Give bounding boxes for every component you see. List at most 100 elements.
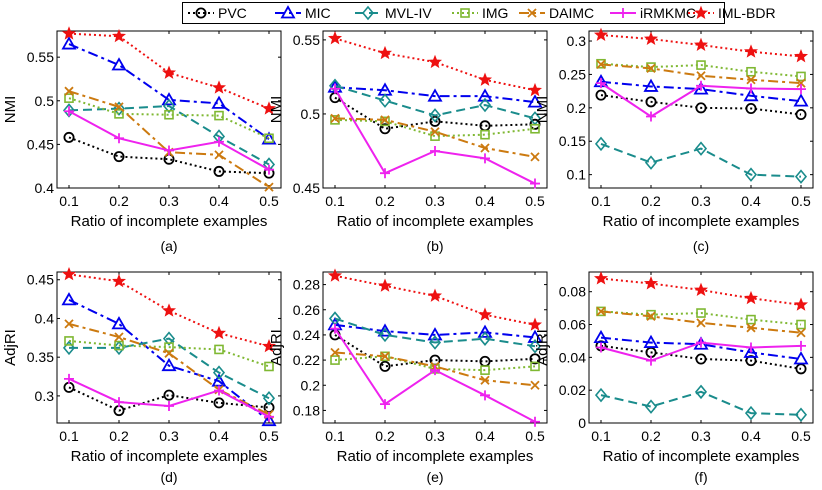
x-tick-label: 0.3 bbox=[691, 193, 711, 209]
data-point-irmkmc bbox=[430, 365, 440, 376]
data-point-iml-bdr bbox=[377, 278, 393, 292]
data-point-img bbox=[696, 60, 706, 70]
data-point-iml-bdr bbox=[527, 82, 543, 97]
data-point-img bbox=[64, 336, 74, 346]
x-tick-label: 0.4 bbox=[209, 193, 229, 209]
data-point-mic bbox=[643, 78, 659, 92]
legend-item-pvc: PVC bbox=[188, 5, 247, 21]
data-point-mic bbox=[643, 334, 659, 348]
series-mvl-iv bbox=[594, 136, 808, 184]
series-line-mic bbox=[334, 323, 536, 339]
series-line-img bbox=[600, 310, 802, 326]
data-point-img bbox=[164, 342, 174, 352]
chart-e: 0.18 0.2 0.22 0.24 0.26 0.28 0.1 0.2 0.3 0.4 0.5 Ra… bbox=[268, 268, 548, 485]
data-point-irmkmc bbox=[214, 136, 224, 147]
data-point-pvc bbox=[795, 109, 807, 121]
legend-marker-mvl-iv bbox=[361, 5, 375, 21]
y-tick-label: 0.5 bbox=[35, 93, 55, 109]
series-irmkmc bbox=[596, 78, 806, 122]
data-point-mvl-iv bbox=[794, 407, 808, 423]
series-line-mvl-iv bbox=[600, 142, 802, 178]
series-iml-bdr bbox=[61, 26, 277, 115]
legend-marker-img bbox=[460, 8, 470, 18]
data-point-img bbox=[530, 123, 540, 134]
data-point-mic bbox=[477, 88, 493, 102]
data-point-daimc bbox=[114, 332, 124, 342]
data-point-pvc bbox=[163, 389, 175, 401]
data-point-img bbox=[746, 66, 756, 77]
series-mic bbox=[61, 292, 277, 427]
data-point-iml-bdr bbox=[593, 27, 609, 41]
data-point-mvl-iv bbox=[744, 167, 758, 182]
data-point-mic bbox=[161, 357, 177, 372]
data-point-mvl-iv bbox=[478, 97, 492, 113]
data-point-mic bbox=[61, 36, 77, 50]
y-tick-label: 0.2 bbox=[567, 100, 587, 116]
data-point-daimc bbox=[596, 59, 606, 70]
data-point-pvc bbox=[213, 165, 225, 177]
data-point-daimc bbox=[64, 86, 74, 96]
y-tick-label: 0.02 bbox=[559, 382, 586, 398]
legend-label-img: IMG bbox=[482, 5, 508, 21]
data-point-irmkmc bbox=[264, 164, 274, 175]
x-axis-label: Ratio of incomplete examples bbox=[71, 213, 268, 230]
x-tick-label: 0.2 bbox=[109, 428, 129, 444]
y-axis-label: AdjRI bbox=[534, 329, 551, 366]
data-point-iml-bdr bbox=[61, 266, 77, 281]
data-point-daimc bbox=[480, 143, 490, 153]
data-point-mic bbox=[427, 88, 443, 102]
x-tick-label: 0.1 bbox=[59, 428, 79, 444]
data-point-iml-bdr bbox=[743, 44, 759, 58]
y-tick-label: 0.3 bbox=[567, 33, 587, 49]
chart-caption: (c) bbox=[693, 238, 709, 254]
series-iml-bdr bbox=[327, 268, 543, 331]
series-line-mic bbox=[68, 43, 270, 140]
x-axis-label: Ratio of incomplete examples bbox=[337, 448, 534, 465]
x-tick-label: 0.1 bbox=[325, 428, 345, 444]
chart-caption: (f) bbox=[694, 469, 707, 485]
y-tick-label: 0.08 bbox=[559, 284, 586, 300]
series-line-pvc bbox=[600, 94, 802, 116]
data-point-irmkmc bbox=[796, 84, 806, 95]
series-img bbox=[330, 115, 540, 141]
series-line-iml-bdr bbox=[334, 274, 536, 326]
series-daimc bbox=[330, 113, 540, 162]
x-tick-label: 0.5 bbox=[525, 428, 545, 444]
data-point-irmkmc bbox=[64, 373, 74, 384]
series-img bbox=[64, 336, 274, 372]
data-point-pvc bbox=[595, 89, 607, 101]
data-point-iml-bdr bbox=[693, 37, 709, 51]
legend-marker-iml-bdr bbox=[693, 5, 709, 19]
data-point-daimc bbox=[264, 182, 274, 192]
series-iml-bdr bbox=[327, 31, 543, 97]
series-mvl-iv bbox=[328, 311, 542, 354]
data-point-irmkmc bbox=[646, 355, 656, 366]
data-point-img bbox=[380, 116, 390, 127]
data-point-img bbox=[214, 344, 224, 355]
x-tick-label: 0.1 bbox=[591, 193, 611, 209]
data-point-iml-bdr bbox=[211, 80, 227, 94]
series-line-iml-bdr bbox=[68, 273, 270, 348]
data-point-mvl-iv bbox=[528, 338, 542, 354]
data-point-img bbox=[264, 133, 274, 144]
x-tick-label: 0.4 bbox=[741, 428, 761, 444]
data-point-mvl-iv bbox=[378, 327, 392, 343]
y-tick-label: 0.45 bbox=[27, 136, 54, 152]
x-tick-label: 0.2 bbox=[375, 428, 395, 444]
data-point-daimc bbox=[746, 75, 756, 85]
data-point-mic bbox=[61, 292, 77, 306]
series-line-mvl-iv bbox=[68, 104, 270, 166]
data-point-mic bbox=[111, 316, 127, 330]
data-point-iml-bdr bbox=[477, 72, 493, 86]
y-axis-label: NMI bbox=[268, 96, 285, 124]
data-point-daimc bbox=[646, 63, 656, 74]
data-point-daimc bbox=[796, 328, 806, 338]
series-line-pvc bbox=[68, 386, 270, 412]
data-point-mic bbox=[793, 351, 809, 365]
chart-b: 0.45 0.5 0.55 0.1 0.2 0.3 0.4 0.5 Ratio of incom… bbox=[268, 30, 548, 254]
x-tick-label: 0.2 bbox=[641, 428, 661, 444]
x-tick-label: 0.4 bbox=[475, 193, 495, 209]
y-tick-label: 0.04 bbox=[559, 349, 586, 365]
data-point-iml-bdr bbox=[593, 271, 609, 285]
legend-item-daimc: DAIMC bbox=[519, 5, 594, 21]
